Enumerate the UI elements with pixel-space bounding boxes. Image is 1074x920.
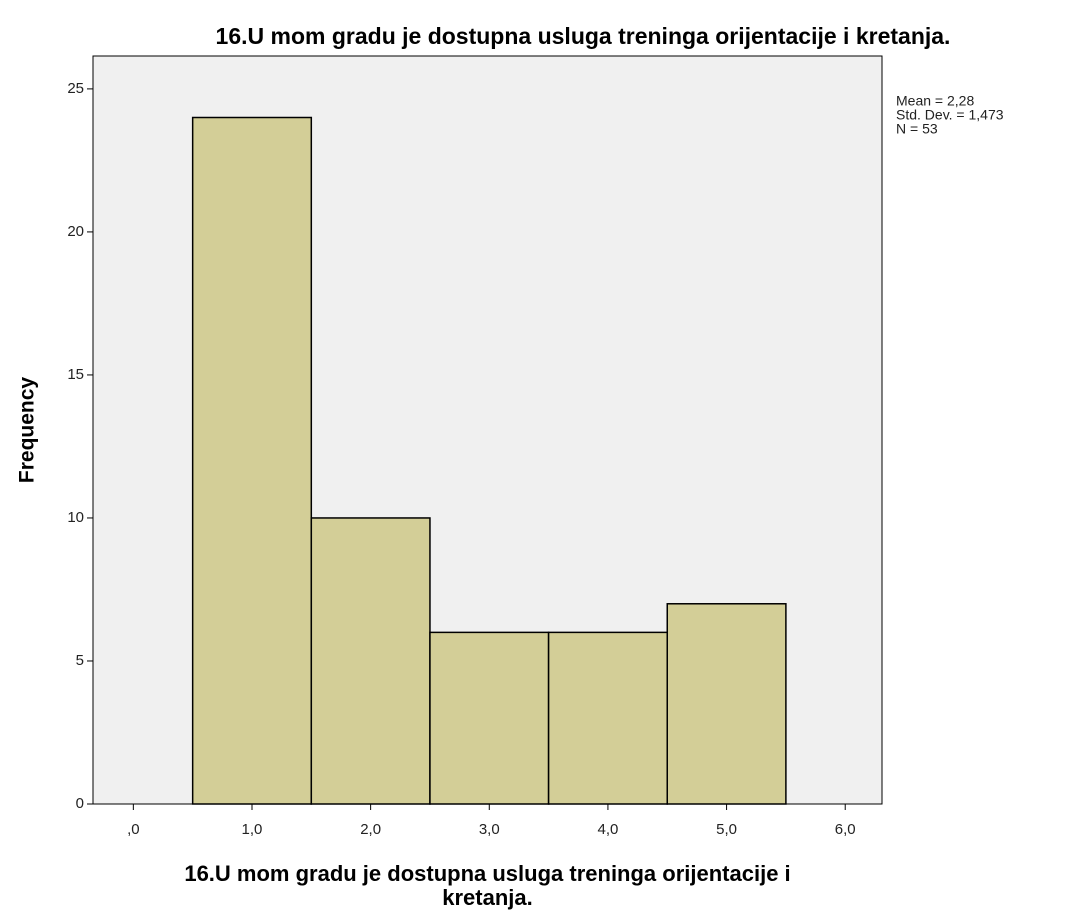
y-axis-label: Frequency	[16, 377, 39, 484]
x-tick-label: 6,0	[835, 821, 856, 838]
bar	[191, 116, 313, 805]
y-tick-label: 10	[67, 509, 84, 526]
chart-title: 16.U mom gradu je dostupna usluga trenin…	[216, 23, 951, 49]
x-tick-label: 2,0	[360, 821, 381, 838]
bar	[666, 603, 787, 805]
stats-annotation: Std. Dev. = 1,473	[896, 107, 1004, 123]
y-tick-label: 25	[67, 80, 84, 97]
stats-annotation: Mean = 2,28	[896, 93, 974, 109]
y-tick-label: 5	[76, 652, 84, 669]
bar	[429, 631, 550, 805]
x-tick-label: 3,0	[479, 821, 500, 838]
y-tick-label: 15	[67, 366, 84, 383]
x-tick-label: ,0	[127, 821, 140, 838]
y-tick-label: 0	[76, 795, 84, 812]
y-tick-label: 20	[67, 223, 84, 240]
bar	[547, 631, 668, 805]
x-axis-label: 16.U mom gradu je dostupna usluga trenin…	[184, 861, 791, 910]
x-tick-label: 4,0	[597, 821, 618, 838]
x-tick-label: 5,0	[716, 821, 737, 838]
x-tick-label: 1,0	[242, 821, 263, 838]
bar	[310, 517, 431, 805]
stats-annotation: N = 53	[896, 121, 938, 137]
